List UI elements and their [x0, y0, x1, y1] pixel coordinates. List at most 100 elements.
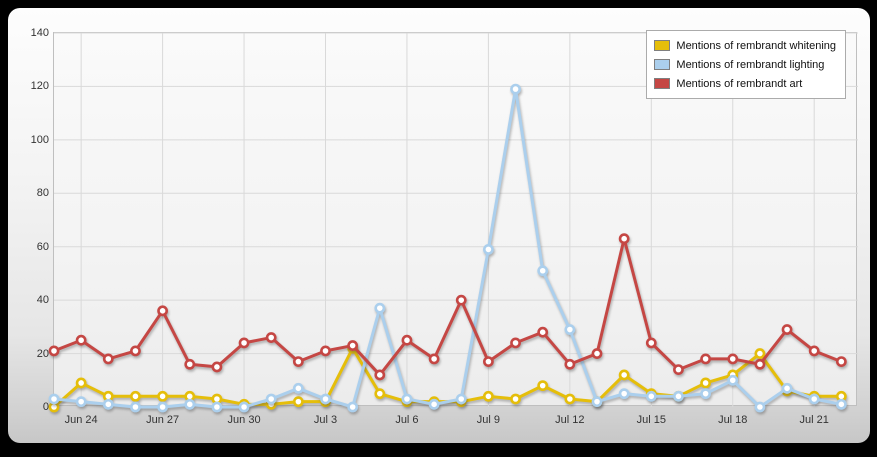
series-mentions-of-rembrandt-art: [48, 233, 847, 381]
data-point[interactable]: [320, 345, 331, 357]
data-point[interactable]: [591, 348, 603, 359]
data-point[interactable]: [455, 294, 467, 306]
data-point[interactable]: [130, 345, 141, 357]
data-point[interactable]: [808, 393, 820, 405]
data-point[interactable]: [754, 401, 766, 413]
data-point[interactable]: [292, 356, 304, 367]
data-point[interactable]: [482, 243, 494, 255]
data-point[interactable]: [618, 233, 630, 245]
x-axis-tick-label: Jun 27: [146, 414, 180, 426]
x-axis-tick-label: Jul 12: [555, 414, 585, 426]
data-point[interactable]: [564, 393, 576, 405]
data-point[interactable]: [537, 265, 549, 277]
data-point[interactable]: [727, 374, 739, 386]
x-axis-tick-label: Jul 6: [395, 414, 419, 426]
series-mentions-of-rembrandt-lighting: [48, 83, 847, 413]
data-point[interactable]: [292, 396, 304, 408]
data-point[interactable]: [835, 398, 847, 410]
data-point[interactable]: [48, 393, 60, 405]
data-point[interactable]: [374, 369, 386, 381]
data-point[interactable]: [184, 358, 196, 370]
data-point[interactable]: [428, 398, 440, 410]
data-point[interactable]: [102, 353, 114, 365]
data-point[interactable]: [564, 358, 576, 370]
data-point[interactable]: [673, 364, 684, 375]
legend-label: Mentions of rembrandt whitening: [676, 39, 836, 52]
data-point[interactable]: [645, 337, 657, 349]
data-point[interactable]: [347, 340, 359, 351]
chart-panel: 0 20 40 60 80 100 120 140 Jun 24 Jun 27 Jun 30 Jul …: [8, 8, 870, 443]
legend-item[interactable]: Mentions of rembrandt art: [654, 74, 836, 93]
data-point[interactable]: [781, 382, 793, 394]
data-point[interactable]: [537, 326, 549, 338]
data-point[interactable]: [75, 377, 87, 389]
data-point[interactable]: [401, 334, 413, 346]
x-axis-tick-label: Jul 18: [718, 414, 748, 426]
y-axis-tick-label: 120: [30, 80, 49, 93]
data-point[interactable]: [482, 356, 494, 367]
data-point[interactable]: [265, 332, 277, 343]
legend-swatch: [654, 78, 671, 89]
data-point[interactable]: [320, 393, 331, 405]
data-point[interactable]: [510, 337, 521, 349]
data-point[interactable]: [673, 390, 684, 402]
data-point[interactable]: [455, 393, 467, 405]
data-point[interactable]: [401, 393, 413, 405]
data-point[interactable]: [157, 305, 168, 317]
data-point[interactable]: [754, 348, 766, 359]
data-point[interactable]: [157, 401, 168, 413]
data-point[interactable]: [238, 337, 250, 349]
data-point[interactable]: [781, 324, 793, 335]
data-point[interactable]: [564, 324, 576, 335]
data-point[interactable]: [754, 358, 766, 370]
series-line: [52, 237, 843, 377]
data-point[interactable]: [75, 334, 87, 346]
data-point[interactable]: [618, 388, 630, 400]
legend-label: Mentions of rembrandt art: [676, 77, 803, 90]
data-point[interactable]: [374, 388, 386, 400]
data-point[interactable]: [75, 396, 87, 408]
data-point[interactable]: [700, 388, 711, 400]
legend-item[interactable]: Mentions of rembrandt lighting: [654, 55, 836, 74]
x-axis-tick-label: Jun 24: [64, 414, 98, 426]
legend-swatch: [654, 59, 671, 70]
data-point[interactable]: [727, 353, 739, 365]
data-point[interactable]: [211, 401, 223, 413]
data-point[interactable]: [482, 390, 494, 402]
y-axis-tick-label: 20: [36, 347, 49, 360]
data-point[interactable]: [374, 302, 386, 314]
data-point[interactable]: [292, 382, 304, 394]
data-point[interactable]: [102, 398, 114, 410]
x-axis-tick-label: Jul 9: [476, 414, 501, 426]
data-point[interactable]: [808, 345, 820, 357]
data-point[interactable]: [184, 398, 196, 410]
data-point[interactable]: [645, 390, 657, 402]
data-point[interactable]: [211, 361, 223, 373]
legend-item[interactable]: Mentions of rembrandt whitening: [654, 36, 836, 55]
data-point[interactable]: [835, 356, 847, 367]
data-point[interactable]: [130, 401, 141, 413]
data-point[interactable]: [238, 401, 250, 413]
data-point[interactable]: [157, 390, 168, 402]
data-point[interactable]: [265, 393, 277, 405]
gridlines: [54, 32, 858, 407]
x-axis-tick-label: Jul 15: [636, 414, 666, 426]
data-point[interactable]: [618, 369, 630, 381]
plot-area: 0 20 40 60 80 100 120 140 Jun 24 Jun 27 Jun 30 Jul …: [31, 27, 858, 426]
x-axis-tick-label: Jul 3: [313, 414, 338, 426]
data-point[interactable]: [591, 396, 603, 408]
data-point[interactable]: [347, 401, 359, 413]
data-point[interactable]: [510, 393, 521, 405]
y-axis-tick-label: 60: [36, 240, 49, 253]
legend-swatch: [654, 40, 671, 51]
y-axis-tick-label: 40: [36, 294, 49, 307]
data-point[interactable]: [700, 377, 711, 389]
data-point[interactable]: [130, 390, 141, 402]
data-point[interactable]: [428, 353, 440, 365]
data-point[interactable]: [48, 345, 60, 357]
data-point[interactable]: [510, 83, 521, 95]
data-point[interactable]: [700, 353, 711, 365]
data-point[interactable]: [537, 380, 549, 392]
y-axis-tick-label: 0: [42, 401, 49, 413]
